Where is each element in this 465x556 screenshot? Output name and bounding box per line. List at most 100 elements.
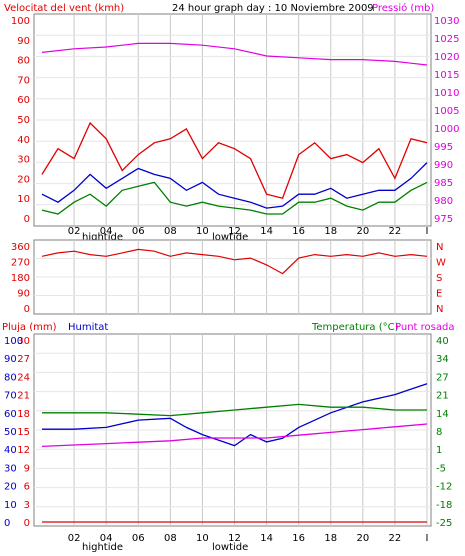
- x-tick-20: 20: [356, 533, 369, 544]
- rain-tick-8: 6: [24, 482, 30, 493]
- temp-tick-10: -25: [436, 518, 452, 529]
- temp-tick-3: 21: [436, 391, 449, 402]
- x-tick-10: 10: [196, 226, 209, 237]
- x-tick-14: 14: [260, 533, 273, 544]
- pressure-tick-1: 1025: [434, 34, 459, 45]
- wind-tick-2: 80: [17, 56, 30, 67]
- compass-tick-1: W: [436, 258, 446, 269]
- wind-x-ticks: 02 04 06 08 10 12 14 16 18 20 22 I: [68, 226, 429, 237]
- wind-series: [41, 42, 428, 215]
- rain-tick-3: 21: [17, 391, 30, 402]
- hum-tick-8: 20: [4, 482, 17, 493]
- wind-tick-9: 10: [17, 194, 30, 205]
- humidity-line: [42, 383, 428, 447]
- x-tick-14: 14: [260, 226, 273, 237]
- rain-tick-6: 12: [17, 445, 30, 456]
- dir-tick-3: 90: [17, 289, 30, 300]
- pressure-tick-4: 1010: [434, 88, 459, 99]
- dir-tick-2: 180: [11, 273, 30, 284]
- x-tick-20: 20: [356, 226, 369, 237]
- pressure-tick-2: 1020: [434, 52, 459, 63]
- pressure-tick-8: 990: [434, 160, 453, 171]
- rain-tick-9: 3: [24, 500, 30, 511]
- dewpoint-axis-title: Punt rosada: [395, 322, 454, 333]
- x-tick-08: 08: [164, 533, 177, 544]
- wind-tick-3: 70: [17, 75, 30, 86]
- rain-axis-title: Pluja (mm): [2, 322, 57, 333]
- hum-tick-9: 10: [4, 500, 17, 511]
- hightide-label-1: hightide: [82, 232, 123, 243]
- pressure-tick-11: 975: [434, 214, 453, 225]
- compass-tick-2: S: [436, 273, 442, 284]
- humidity-axis-title: Humitat: [68, 322, 108, 333]
- temp-tick-1: 34: [436, 354, 449, 365]
- dir-tick-0: 360: [11, 242, 30, 253]
- pressure-tick-7: 995: [434, 142, 453, 153]
- rain-tick-0: 30: [17, 336, 30, 347]
- x-tick-16: 16: [292, 533, 305, 544]
- wind-min-line: [41, 181, 428, 215]
- temp-tick-0: 40: [436, 336, 449, 347]
- wind-tick-1: 90: [17, 36, 30, 47]
- temp-tick-5: 8: [436, 427, 442, 438]
- compass-tick-3: E: [436, 289, 442, 300]
- hum-tick-1: 90: [4, 354, 17, 365]
- hum-tick-6: 40: [4, 445, 17, 456]
- direction-series: [41, 248, 428, 275]
- wind-average-line: [41, 162, 428, 209]
- dir-tick-1: 270: [11, 258, 30, 269]
- x-tick-04: 04: [100, 533, 113, 544]
- pressure-line: [41, 42, 428, 66]
- hum-tick-4: 60: [4, 409, 17, 420]
- dewpoint-line: [41, 423, 428, 448]
- x-tick-18: 18: [324, 533, 337, 544]
- x-tick-22: 22: [389, 226, 402, 237]
- graph-title: 24 hour graph day : 10 Noviembre 2009: [172, 3, 374, 14]
- climate-x-ticks: 02 04 06 08 10 12 14 16 18 20 22 I: [68, 533, 429, 544]
- wind-tick-4: 60: [17, 95, 30, 106]
- temp-tick-7: -5: [436, 463, 446, 474]
- x-tick-10: 10: [196, 533, 209, 544]
- wind-tick-5: 50: [17, 115, 30, 126]
- wind-tick-0: 100: [11, 16, 30, 27]
- pressure-axis-title: Pressió (mb): [372, 2, 434, 14]
- wind-tick-10: 0: [24, 214, 30, 225]
- wind-tick-8: 20: [17, 174, 30, 185]
- hum-tick-5: 50: [4, 427, 17, 438]
- pressure-tick-10: 980: [434, 196, 453, 207]
- x-tick-16: 16: [292, 226, 305, 237]
- x-tick-I: I: [426, 226, 429, 237]
- climate-series: [41, 383, 428, 523]
- pressure-tick-6: 1000: [434, 124, 459, 135]
- dir-tick-4: 0: [24, 304, 30, 315]
- x-tick-02: 02: [68, 226, 81, 237]
- rain-tick-10: 0: [24, 518, 30, 529]
- temp-tick-4: 14: [436, 409, 449, 420]
- x-tick-06: 06: [132, 533, 145, 544]
- hum-tick-10: 0: [4, 518, 10, 529]
- rain-tick-4: 18: [17, 409, 30, 420]
- hum-tick-2: 80: [4, 372, 17, 383]
- x-tick-22: 22: [389, 533, 402, 544]
- temp-tick-8: -12: [436, 482, 452, 493]
- x-tick-04: 04: [100, 226, 113, 237]
- x-tick-I: I: [426, 533, 429, 544]
- hum-tick-7: 30: [4, 463, 17, 474]
- pressure-tick-5: 1005: [434, 106, 459, 117]
- rain-tick-2: 24: [17, 372, 30, 383]
- x-tick-06: 06: [132, 226, 145, 237]
- x-tick-18: 18: [324, 226, 337, 237]
- wind-tick-6: 40: [17, 135, 30, 146]
- pressure-tick-3: 1015: [434, 70, 459, 81]
- x-tick-12: 12: [228, 226, 241, 237]
- hum-tick-0: 100: [4, 336, 23, 347]
- direction-line: [41, 248, 428, 275]
- temp-tick-9: -18: [436, 500, 452, 511]
- wind-axis-title: Velocitat del vent (kmh): [4, 3, 124, 14]
